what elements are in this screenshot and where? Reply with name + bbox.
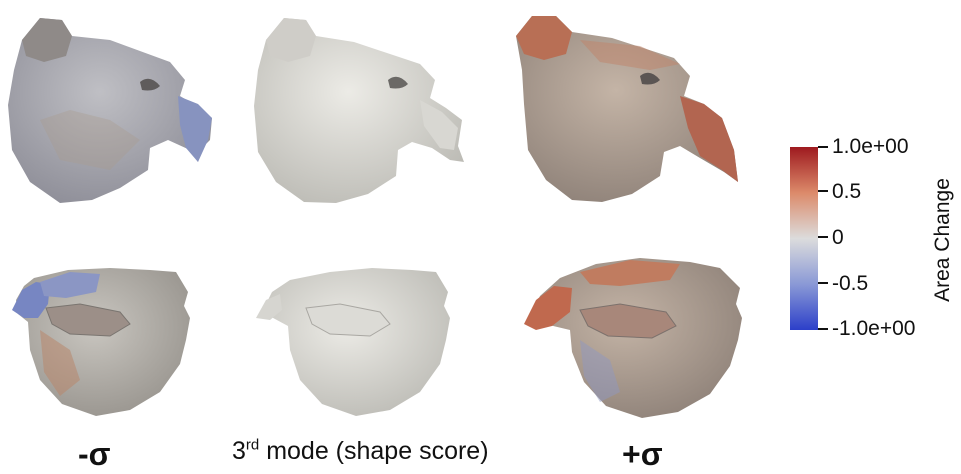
- mode-ordinal: rd: [245, 436, 260, 454]
- mesh-top-mean: [254, 18, 464, 203]
- mode-text: mode (shape score): [259, 437, 489, 465]
- colorbar-tick-zero: 0: [832, 226, 844, 249]
- mesh-top-minus-sigma: [8, 18, 212, 203]
- label-mode-caption: 3rd mode (shape score): [232, 437, 489, 466]
- label-minus-sigma: -σ: [78, 436, 111, 472]
- colorbar-tick-neg-0-5: -0.5: [832, 272, 869, 295]
- mode-number: 3: [232, 437, 246, 465]
- colorbar-title: Area Change: [925, 150, 961, 330]
- colorbar: [790, 146, 828, 330]
- mesh-bottom-mean: [256, 268, 450, 416]
- mesh-bottom-minus-sigma: [12, 268, 190, 416]
- colorbar-gradient: [790, 147, 818, 330]
- colorbar-tick-max: 1.0e+00: [832, 135, 909, 158]
- label-plus-sigma: +σ: [622, 436, 663, 472]
- mesh-bottom-plus-sigma: [524, 258, 742, 418]
- colorbar-tick-min: -1.0e+00: [832, 317, 916, 340]
- colorbar-title-text: Area Change: [931, 178, 954, 302]
- colorbar-tick-0-5: 0.5: [832, 180, 862, 203]
- mesh-top-plus-sigma: [516, 16, 738, 202]
